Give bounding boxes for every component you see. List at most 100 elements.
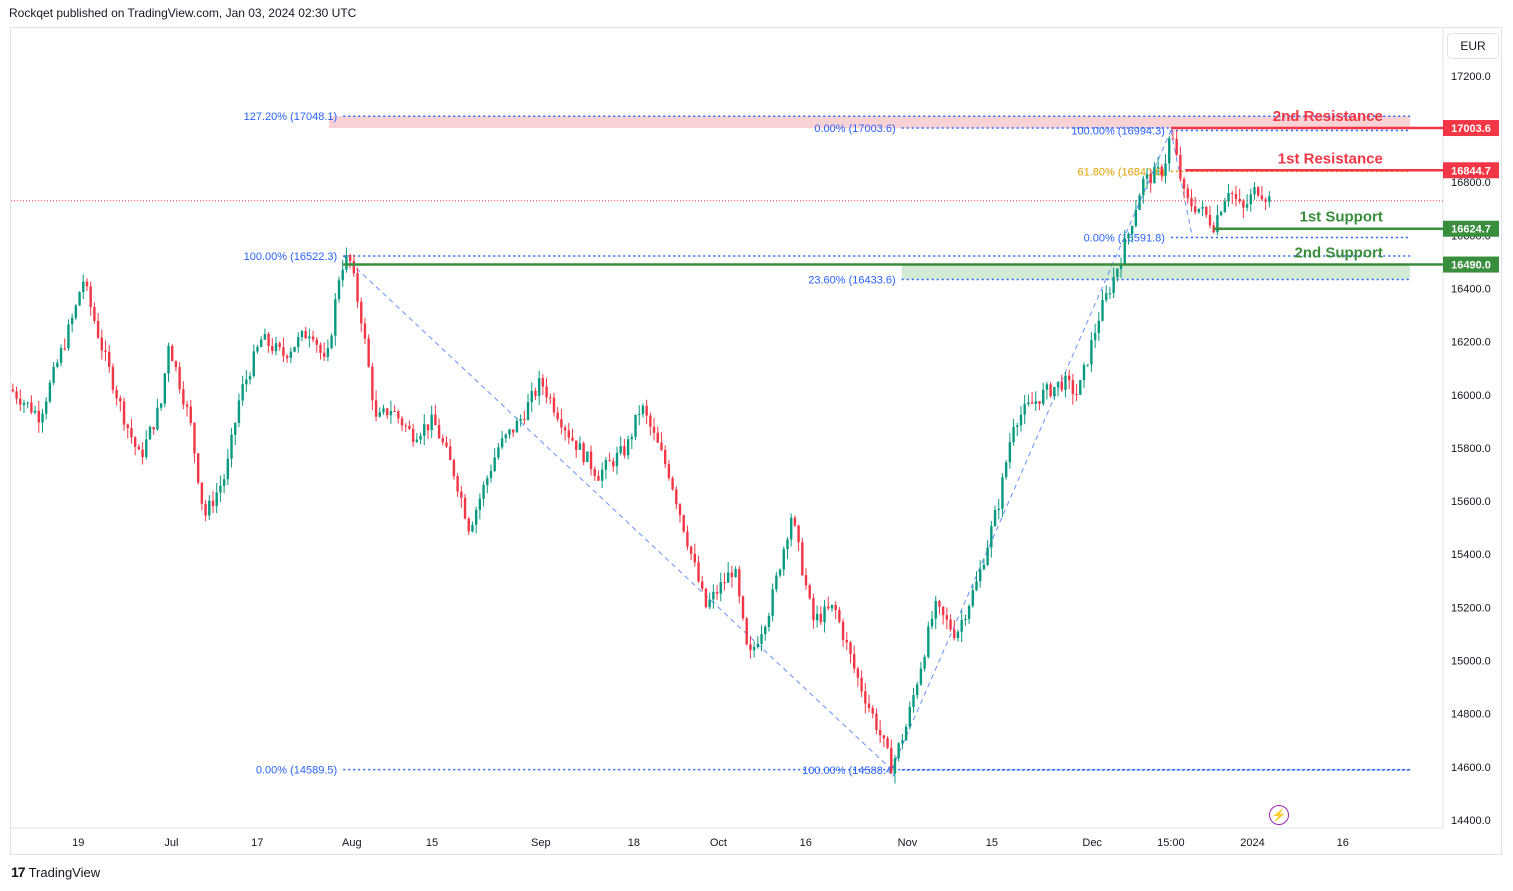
- y-tick-label: 16200.0: [1451, 337, 1491, 349]
- candle-body: [964, 618, 967, 621]
- candle-body: [411, 428, 415, 442]
- candle-body: [541, 378, 545, 387]
- y-tick-label: 14400.0: [1451, 815, 1491, 827]
- candle-body: [982, 564, 986, 570]
- candle-body: [923, 656, 926, 669]
- candle-body: [782, 549, 785, 570]
- candle-body: [122, 401, 126, 425]
- candle-body: [986, 547, 989, 565]
- candle-body: [893, 758, 897, 774]
- x-tick-label: 16: [1337, 837, 1349, 849]
- candle-body: [70, 317, 74, 325]
- candle-body: [1053, 387, 1056, 397]
- candle-body: [437, 425, 441, 439]
- tradingview-footer[interactable]: 17 TradingView: [11, 864, 100, 880]
- candle-body: [337, 280, 341, 300]
- candle-body: [515, 420, 519, 433]
- fib-trend-line: [342, 255, 893, 771]
- candle-body: [159, 403, 163, 408]
- candle-body: [52, 366, 55, 383]
- candle-body: [1179, 154, 1182, 180]
- candle-body: [901, 740, 904, 744]
- fib-trend-line: [891, 130, 1172, 770]
- candle-body: [1134, 210, 1138, 226]
- candle-body: [167, 345, 170, 374]
- candle-body: [1231, 193, 1234, 195]
- candle-body: [189, 406, 192, 423]
- candle-body: [467, 518, 470, 532]
- candle-body: [115, 389, 118, 399]
- candle-body: [237, 400, 241, 423]
- candle-body: [1116, 268, 1119, 278]
- candle-body: [830, 604, 834, 609]
- candle-body: [259, 339, 263, 347]
- price-tag: [1443, 120, 1499, 137]
- candle-body: [445, 442, 448, 447]
- candle-body: [752, 647, 756, 651]
- x-tick-label: 17: [251, 837, 263, 849]
- candle-body: [586, 451, 589, 463]
- candle-body: [775, 575, 778, 590]
- candle-body: [1223, 201, 1227, 213]
- candle-body: [182, 389, 185, 405]
- candle-body: [1016, 425, 1019, 427]
- candle-body: [526, 402, 530, 420]
- candle-body: [274, 343, 278, 352]
- y-tick-label: 15200.0: [1451, 602, 1491, 614]
- candle-body: [956, 631, 960, 639]
- candle-body: [556, 412, 559, 420]
- lightning-bolt-icon[interactable]: ⚡: [1269, 805, 1289, 825]
- candle-body: [1038, 401, 1041, 404]
- candle-body: [1253, 187, 1256, 195]
- candle-body: [897, 743, 900, 759]
- x-tick-label: Jul: [164, 837, 178, 849]
- candle-body: [208, 500, 211, 516]
- candle-body: [1216, 215, 1219, 233]
- chart-panel[interactable]: 17200.017000.016800.016600.016400.016200…: [10, 27, 1502, 855]
- y-tick-label: 14600.0: [1451, 762, 1491, 774]
- candle-body: [30, 402, 33, 413]
- fib-level-label: 0.00% (14589.5): [256, 765, 337, 777]
- fib-level-label: 127.20% (17048.1): [244, 111, 338, 123]
- candle-body: [1260, 195, 1264, 200]
- candle-body: [393, 411, 396, 413]
- candle-body: [19, 398, 22, 405]
- candle-body: [519, 419, 522, 421]
- candle-body: [96, 320, 100, 338]
- candle-body: [219, 485, 222, 493]
- publisher-header: Rockqet published on TradingView.com, Ja…: [9, 6, 357, 20]
- candle-body: [345, 255, 348, 270]
- candle-body: [341, 269, 344, 281]
- candle-body: [975, 581, 978, 591]
- candle-body: [363, 323, 367, 339]
- y-tick-label: 15000.0: [1451, 656, 1491, 668]
- candle-body: [334, 299, 337, 336]
- currency-selector[interactable]: EUR: [1447, 33, 1499, 59]
- candle-body: [45, 401, 48, 414]
- candle-body: [1101, 300, 1104, 321]
- candle-body: [1008, 442, 1012, 463]
- candle-body: [311, 336, 315, 340]
- candle-body: [234, 422, 237, 435]
- candle-body: [141, 449, 144, 458]
- candle-body: [997, 508, 1000, 511]
- candle-body: [204, 503, 207, 516]
- candle-body: [1208, 214, 1212, 226]
- candle-body: [1238, 198, 1241, 202]
- candle-body: [430, 414, 433, 431]
- candle-body: [1127, 233, 1130, 239]
- candle-body: [697, 562, 700, 582]
- candle-body: [508, 429, 511, 435]
- candle-body: [726, 572, 730, 583]
- price-tag-label: 16624.7: [1451, 224, 1491, 236]
- candle-body: [764, 627, 767, 635]
- candle-body: [886, 738, 889, 748]
- candle-body: [360, 301, 363, 324]
- candle-body: [545, 386, 548, 398]
- candle-body: [667, 464, 671, 479]
- candle-body: [1256, 187, 1260, 196]
- candle-body: [330, 335, 333, 349]
- price-chart[interactable]: 17200.017000.016800.016600.016400.016200…: [11, 28, 1501, 854]
- candle-body: [415, 439, 419, 442]
- candle-body: [156, 407, 159, 430]
